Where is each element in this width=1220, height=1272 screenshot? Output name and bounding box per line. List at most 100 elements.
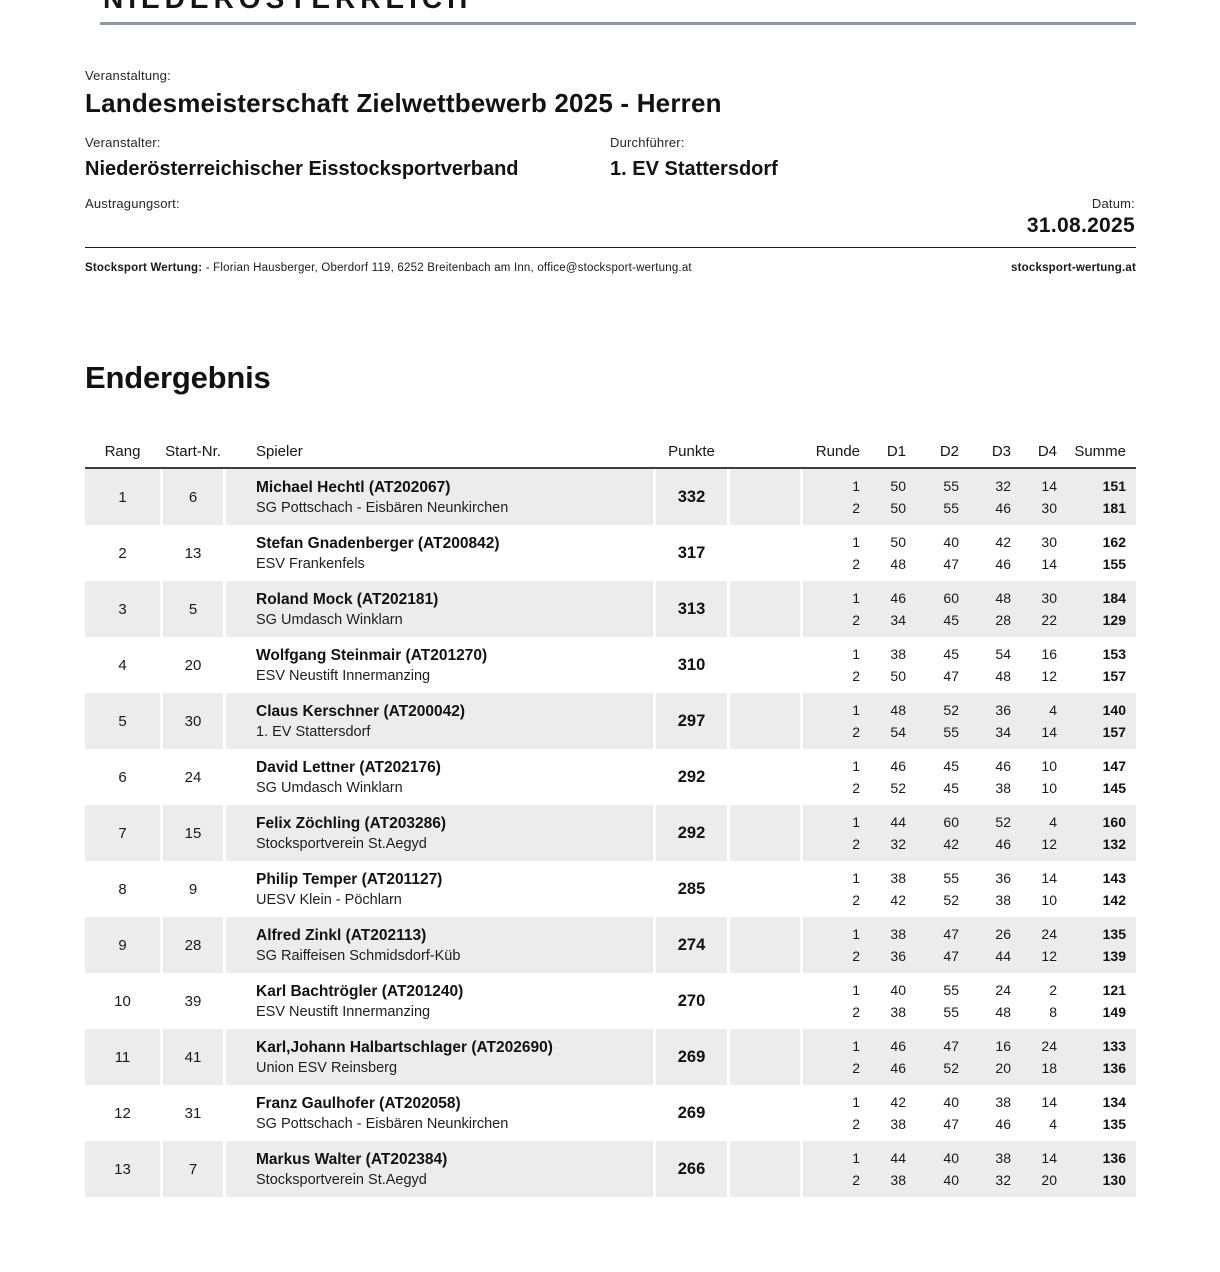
spacer-cell bbox=[730, 637, 800, 693]
column-header-spieler: Spieler bbox=[256, 443, 303, 460]
round-d2: 40 bbox=[943, 534, 959, 550]
round-d2: 47 bbox=[943, 948, 959, 964]
meta-divider-rule bbox=[85, 247, 1136, 248]
round-d3: 32 bbox=[995, 478, 1011, 494]
points-cell: 274 bbox=[656, 917, 727, 973]
rounds-cell: 1 50 55 32 14 151 2 50 55 46 30 181 bbox=[803, 469, 1136, 525]
round-d2: 47 bbox=[943, 556, 959, 572]
round-line: 1 44 40 38 14 136 bbox=[803, 1148, 1136, 1168]
round-sum: 160 bbox=[1102, 814, 1126, 830]
round-d4: 12 bbox=[1041, 668, 1057, 684]
round-d2: 47 bbox=[943, 1038, 959, 1054]
rounds-cell: 1 38 55 36 14 143 2 42 52 38 10 142 bbox=[803, 861, 1136, 917]
table-row: 8 9 Philip Temper (AT201127) UESV Klein … bbox=[85, 861, 1136, 917]
player-name: Markus Walter (AT202384) bbox=[256, 1150, 448, 1168]
player-cell: Wolfgang Steinmair (AT201270) ESV Neusti… bbox=[226, 637, 653, 693]
rank-cell: 3 bbox=[85, 581, 160, 637]
round-d1: 44 bbox=[890, 1150, 906, 1166]
round-number: 1 bbox=[852, 478, 860, 494]
round-number: 1 bbox=[852, 758, 860, 774]
event-title: Landesmeisterschaft Zielwettbewerb 2025 … bbox=[85, 88, 722, 118]
rounds-cell: 1 48 52 36 4 140 2 54 55 34 14 157 bbox=[803, 693, 1136, 749]
round-d1: 50 bbox=[890, 534, 906, 550]
round-d2: 42 bbox=[943, 836, 959, 852]
round-d1: 38 bbox=[890, 870, 906, 886]
round-d4: 24 bbox=[1041, 926, 1057, 942]
player-club: ESV Neustift Innermanzing bbox=[256, 1003, 431, 1020]
round-d3: 26 bbox=[995, 926, 1011, 942]
round-d1: 46 bbox=[890, 1060, 906, 1076]
player-cell: Claus Kerschner (AT200042) 1. EV Statter… bbox=[226, 693, 653, 749]
round-d3: 46 bbox=[995, 836, 1011, 852]
start-number-cell: 15 bbox=[163, 805, 223, 861]
footer-contact: Stocksport Wertung: - Florian Hausberger… bbox=[85, 262, 692, 274]
player-cell: Markus Walter (AT202384) Stocksportverei… bbox=[226, 1141, 653, 1197]
spacer-cell bbox=[730, 917, 800, 973]
round-line: 1 48 52 36 4 140 bbox=[803, 700, 1136, 720]
round-d4: 8 bbox=[1049, 1004, 1057, 1020]
round-d3: 24 bbox=[995, 982, 1011, 998]
player-name: Franz Gaulhofer (AT202058) bbox=[256, 1094, 461, 1112]
round-d1: 38 bbox=[890, 1004, 906, 1020]
round-d4: 2 bbox=[1049, 982, 1057, 998]
points-cell: 332 bbox=[656, 469, 727, 525]
player-cell: David Lettner (AT202176) SG Umdasch Wink… bbox=[226, 749, 653, 805]
column-header-d3: D3 bbox=[991, 443, 1011, 460]
round-d4: 14 bbox=[1041, 556, 1057, 572]
points-cell: 310 bbox=[677, 655, 706, 674]
round-line: 2 38 40 32 20 130 bbox=[803, 1170, 1136, 1190]
round-number: 2 bbox=[852, 668, 860, 684]
round-d4: 24 bbox=[1041, 1038, 1057, 1054]
round-d3: 36 bbox=[995, 702, 1011, 718]
player-name: Wolfgang Steinmair (AT201270) bbox=[256, 646, 488, 664]
round-line: 2 38 55 48 8 149 bbox=[803, 1002, 1136, 1022]
round-number: 2 bbox=[852, 892, 860, 908]
round-line: 2 38 47 46 4 135 bbox=[803, 1114, 1136, 1134]
player-cell: Roland Mock (AT202181) SG Umdasch Winkla… bbox=[226, 581, 653, 637]
player-club: Stocksportverein St.Aegyd bbox=[256, 835, 427, 852]
table-row: 2 13 Stefan Gnadenberger (AT200842) ESV … bbox=[85, 525, 1136, 581]
austragungsort-label: Austragungsort: bbox=[85, 196, 180, 211]
rank-cell: 9 bbox=[85, 917, 160, 973]
round-number: 2 bbox=[852, 836, 860, 852]
round-d1: 38 bbox=[890, 646, 906, 662]
round-sum: 132 bbox=[1102, 836, 1126, 852]
round-line: 1 44 60 52 4 160 bbox=[803, 812, 1136, 832]
rounds-cell: 1 46 60 48 30 184 2 34 45 28 22 129 bbox=[803, 581, 1136, 637]
start-number-cell: 41 bbox=[163, 1029, 223, 1085]
round-d3: 46 bbox=[995, 500, 1011, 516]
start-number-cell: 5 bbox=[163, 581, 223, 637]
player-name: Karl,Johann Halbartschlager (AT202690) bbox=[256, 1038, 553, 1056]
round-number: 2 bbox=[852, 780, 860, 796]
spacer-cell bbox=[730, 469, 800, 525]
spacer-cell bbox=[730, 581, 800, 637]
round-d4: 10 bbox=[1041, 892, 1057, 908]
round-d1: 52 bbox=[890, 780, 906, 796]
start-number-cell: 31 bbox=[184, 1104, 202, 1122]
round-line: 1 50 55 32 14 151 bbox=[803, 476, 1136, 496]
round-d4: 10 bbox=[1041, 780, 1057, 796]
player-club: ESV Frankenfels bbox=[256, 555, 365, 572]
results-table-header: Rang Start-Nr. Spieler Punkte Runde D1 D… bbox=[85, 430, 1136, 469]
player-name: Roland Mock (AT202181) bbox=[256, 590, 439, 608]
spacer-cell bbox=[730, 1141, 800, 1197]
start-number-cell: 39 bbox=[184, 992, 202, 1010]
round-d3: 42 bbox=[995, 534, 1011, 550]
start-number-cell: 9 bbox=[188, 880, 198, 898]
round-d3: 46 bbox=[995, 758, 1011, 774]
rounds-cell: 1 40 55 24 2 121 2 38 55 48 8 149 bbox=[803, 973, 1136, 1029]
round-d3: 28 bbox=[995, 612, 1011, 628]
column-header-punkte: Punkte bbox=[668, 443, 715, 460]
round-d2: 55 bbox=[943, 478, 959, 494]
datum-value: 31.08.2025 bbox=[1026, 214, 1135, 237]
round-line: 1 46 60 48 30 184 bbox=[803, 588, 1136, 608]
round-d1: 42 bbox=[890, 1094, 906, 1110]
round-d2: 45 bbox=[943, 612, 959, 628]
spacer-cell bbox=[730, 525, 800, 581]
round-d2: 55 bbox=[943, 982, 959, 998]
round-line: 2 52 45 38 10 145 bbox=[803, 778, 1136, 798]
player-name: Alfred Zinkl (AT202113) bbox=[256, 926, 427, 944]
player-club: Union ESV Reinsberg bbox=[256, 1059, 398, 1076]
round-number: 1 bbox=[852, 1150, 860, 1166]
round-number: 2 bbox=[852, 500, 860, 516]
